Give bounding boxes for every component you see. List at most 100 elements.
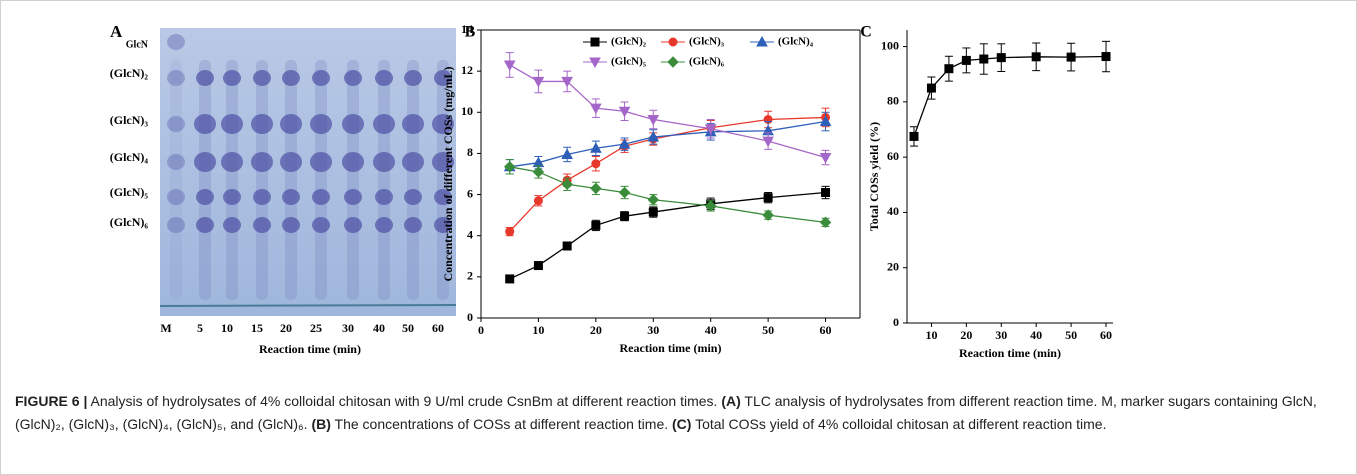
marker	[533, 196, 543, 206]
legend-label: (GlcN)₃	[689, 36, 725, 48]
spot-label: (GlcN)₃	[110, 113, 149, 127]
legend-label: (GlcN)₂	[611, 36, 647, 48]
marker	[762, 209, 774, 221]
y-tick-label: 40	[887, 204, 899, 218]
tlc-spot	[373, 152, 395, 172]
tlc-spot	[253, 189, 271, 205]
lane-label: 5	[197, 321, 203, 335]
y-tick-label: 12	[461, 63, 473, 77]
x-tick-label: 30	[995, 328, 1007, 342]
tlc-spot	[253, 70, 271, 86]
tlc-streak	[347, 60, 359, 300]
tlc-spot	[434, 217, 452, 233]
y-tick-label: 8	[467, 145, 473, 159]
tlc-spot	[404, 70, 422, 86]
y-tick-label: 0	[893, 315, 899, 329]
tlc-spot	[404, 189, 422, 205]
marker	[589, 142, 602, 153]
spot-label: (GlcN)₅	[110, 185, 149, 199]
marker	[590, 182, 602, 195]
y-axis-label: Concentration of different COSs (mg/mL)	[441, 66, 455, 281]
marker	[505, 274, 515, 284]
y-tick-label: 100	[881, 38, 899, 52]
caption-ref: (C)	[672, 416, 692, 432]
marker	[819, 115, 832, 127]
marker	[996, 53, 1006, 63]
panel-label: B	[465, 24, 476, 41]
tlc-streak	[199, 60, 211, 300]
y-tick-label: 4	[467, 227, 473, 241]
tlc-spot	[196, 70, 214, 86]
tlc-spot	[196, 189, 214, 205]
marker	[763, 193, 773, 203]
lane-label: 30	[342, 321, 354, 335]
x-tick-label: 10	[925, 328, 937, 342]
x-tick-label: 30	[647, 323, 659, 337]
marker	[647, 194, 659, 206]
y-tick-label: 2	[467, 269, 473, 283]
caption-text: Analysis of hydrolysates of 4% colloidal…	[90, 393, 718, 409]
tlc-spot	[196, 217, 214, 233]
x-tick-label: 40	[1030, 328, 1042, 342]
x-tick-label: 50	[1065, 328, 1077, 342]
spot-label: (GlcN)₂	[110, 66, 149, 80]
lane-label: 25	[310, 321, 322, 335]
marker	[647, 130, 660, 142]
tlc-spot	[167, 116, 185, 132]
tlc-spot	[282, 217, 300, 233]
x-tick-label: 60	[820, 323, 832, 337]
marker	[961, 55, 971, 65]
tlc-spot	[402, 114, 424, 134]
tlc-spot	[404, 217, 422, 233]
marker	[704, 124, 717, 135]
marker	[504, 161, 516, 173]
marker	[532, 76, 545, 88]
lane-label: M	[160, 321, 171, 335]
series-line	[509, 116, 826, 233]
x-tick-label: 20	[960, 328, 972, 342]
legend-label: (GlcN)₅	[611, 56, 647, 68]
tlc-baseline	[159, 304, 457, 307]
marker	[618, 106, 631, 118]
legend-marker	[590, 37, 600, 47]
marker	[1101, 52, 1111, 62]
tlc-spot	[344, 70, 362, 86]
tlc-spot	[310, 152, 332, 172]
tlc-spot	[312, 70, 330, 86]
tlc-spot	[221, 152, 243, 172]
marker	[618, 186, 631, 199]
figure: A GlcN (GlcN)₂ (GlcN)₃ (GlcN)₄ (GlcN)₅ (…	[110, 22, 1113, 360]
tlc-spot	[434, 70, 452, 86]
tlc-spot	[194, 114, 216, 134]
tlc-spot	[253, 217, 271, 233]
spot-label: (GlcN)₆	[110, 215, 149, 229]
marker	[533, 261, 543, 271]
marker	[1031, 52, 1041, 62]
tlc-streak	[315, 60, 327, 300]
tlc-spot	[432, 152, 454, 172]
y-tick-label: 60	[887, 149, 899, 163]
caption: FIGURE 6 | Analysis of hydrolysates of 4…	[15, 390, 1340, 436]
y-axis-label: Total COSs yield (%)	[867, 122, 881, 231]
x-tick-label: 40	[705, 323, 717, 337]
marker	[648, 207, 658, 217]
tlc-spot	[280, 152, 302, 172]
y-tick-label: 0	[467, 310, 473, 324]
marker	[505, 227, 515, 237]
spot-label: GlcN	[126, 39, 149, 50]
panel-label: C	[860, 24, 872, 41]
tlc-streak	[256, 60, 268, 300]
tlc-spot	[223, 70, 241, 86]
tlc-streak	[407, 60, 419, 300]
x-tick-label: 0	[478, 323, 484, 337]
marker	[979, 54, 989, 64]
x-tick-label: 50	[762, 323, 774, 337]
legend-marker	[589, 57, 601, 69]
caption-text: The concentrations of COSs at different …	[334, 416, 669, 432]
series-line	[509, 191, 826, 280]
marker	[819, 216, 832, 229]
y-tick-label: 80	[887, 94, 899, 108]
caption-ref: (A)	[721, 393, 741, 409]
marker	[591, 159, 601, 169]
lane-label: 20	[280, 321, 292, 335]
